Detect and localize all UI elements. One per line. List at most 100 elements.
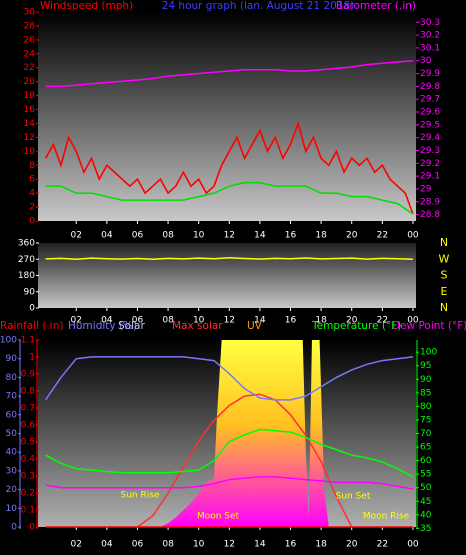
y3-tick-label: 80 [6,373,18,383]
y-tick-label: 16 [24,105,36,115]
y2-tick-label: 85 [420,388,431,398]
x-tick-label: 00 [407,540,419,550]
y2-tick-label: 29.7 [420,95,440,105]
y-tick-label: 0.4 [21,455,36,465]
y-tick-label: 22 [24,63,35,73]
y-tick-label: 14 [24,119,36,129]
y-tick-label: 4 [29,189,35,199]
y2-tick-label: 45 [420,497,431,507]
x-tick-label: 02 [71,231,82,241]
legend-label: Rainfall (.in) [0,320,63,332]
annotation: Moon Rise [363,512,410,522]
annotation: Moon Set [197,512,240,522]
y-tick-label: 180 [18,271,35,281]
y2-axis-label: Barometer (.in) [336,0,416,12]
x-tick-label: 02 [71,316,82,326]
y-axis-label: Windspeed (mph) [40,0,133,12]
chart-title: 24 hour graph (lan. August 21 2018) [162,0,355,12]
y3-tick-label: 20 [6,485,18,495]
x-tick-label: 16 [285,316,297,326]
x-tick-label: 12 [224,231,235,241]
y-tick-label: 0.7 [21,404,35,414]
y-tick-label: 2 [29,203,35,213]
x-tick-label: 22 [377,540,388,550]
annotation: Sun Set [336,492,371,502]
y2-tick-label: 90 [420,375,432,385]
x-tick-label: 20 [346,231,358,241]
y3-tick-label: 40 [6,448,18,458]
y3-tick-label: 50 [6,429,18,439]
y-tick-label: 1.1 [21,336,35,346]
y2-tick-label: 28.8 [420,210,440,220]
y2-tick-label: 29.1 [420,172,440,182]
series-line [45,257,413,261]
x-tick-label: 18 [315,540,327,550]
legend-label: Temperature (°F) [311,320,401,332]
y-tick-label: 0.6 [21,421,36,431]
y-tick-label: 20 [24,77,36,87]
x-tick-label: 04 [101,540,113,550]
y-tick-label: 1 [29,353,35,363]
x-tick-label: 08 [162,231,174,241]
x-tick-label: 10 [193,231,205,241]
annotation: Sun Rise [121,491,160,501]
x-tick-label: 08 [162,540,174,550]
x-tick-label: 14 [254,231,266,241]
y2-tick-label: 29.5 [420,120,440,130]
y-tick-label: 360 [18,239,35,249]
y3-tick-label: 10 [6,504,18,514]
y2-tick-label: 29.8 [420,82,440,92]
x-tick-label: 00 [407,316,419,326]
y2-tick-label: 80 [420,402,432,412]
y3-tick-label: 60 [6,410,18,420]
y2-tick-label: 30.2 [420,31,440,41]
y2-tick-label: 65 [420,443,431,453]
y2-tick-label: 29 [420,184,432,194]
x-tick-label: 06 [132,540,144,550]
y-tick-label: 18 [24,91,36,101]
y3-tick-label: 30 [6,466,18,476]
x-tick-label: 06 [132,231,144,241]
y2-tick-label: 75 [420,415,431,425]
y2-tick-label: 70 [420,429,432,439]
y-tick-label: 8 [29,161,35,171]
y2-tick-label: E [441,285,448,298]
y-tick-label: 10 [24,147,36,157]
x-tick-label: 20 [346,316,358,326]
y2-tick-label: 29.9 [420,69,440,79]
y-tick-label: 0.3 [21,472,35,482]
y2-tick-label: 30.3 [420,18,440,28]
legend-label: Humidity (%) [68,320,137,332]
y-tick-label: 0.1 [21,506,35,516]
y2-tick-label: 29.4 [420,133,440,143]
y3-tick-label: 70 [6,392,18,402]
x-tick-label: 12 [224,316,235,326]
y2-tick-label: 100 [420,348,437,358]
y2-tick-label: 29.6 [420,108,440,118]
legend-label: UV [247,320,263,332]
series-line [45,59,414,88]
series-line [45,476,414,490]
solar-area [160,340,329,527]
legend-label: Dew Point (°F) [392,320,466,332]
y-tick-label: 0.9 [21,370,36,380]
x-tick-label: 08 [162,316,174,326]
series-line [45,181,414,215]
y-tick-label: 0 [29,217,35,227]
x-tick-label: 02 [71,540,82,550]
y-tick-label: 0.8 [21,387,36,397]
y-tick-label: 0 [29,304,35,314]
y2-tick-label: 55 [420,470,431,480]
x-tick-label: 20 [346,540,358,550]
y2-tick-label: 60 [420,456,432,466]
series-line [137,393,353,528]
series-line [44,120,414,215]
y2-tick-label: 29.3 [420,146,440,156]
y-tick-label: 270 [18,255,35,265]
x-tick-label: 10 [193,540,205,550]
y2-tick-label: 29.2 [420,159,440,169]
y2-tick-label: 30 [420,56,432,66]
y-tick-label: 30 [24,8,36,18]
